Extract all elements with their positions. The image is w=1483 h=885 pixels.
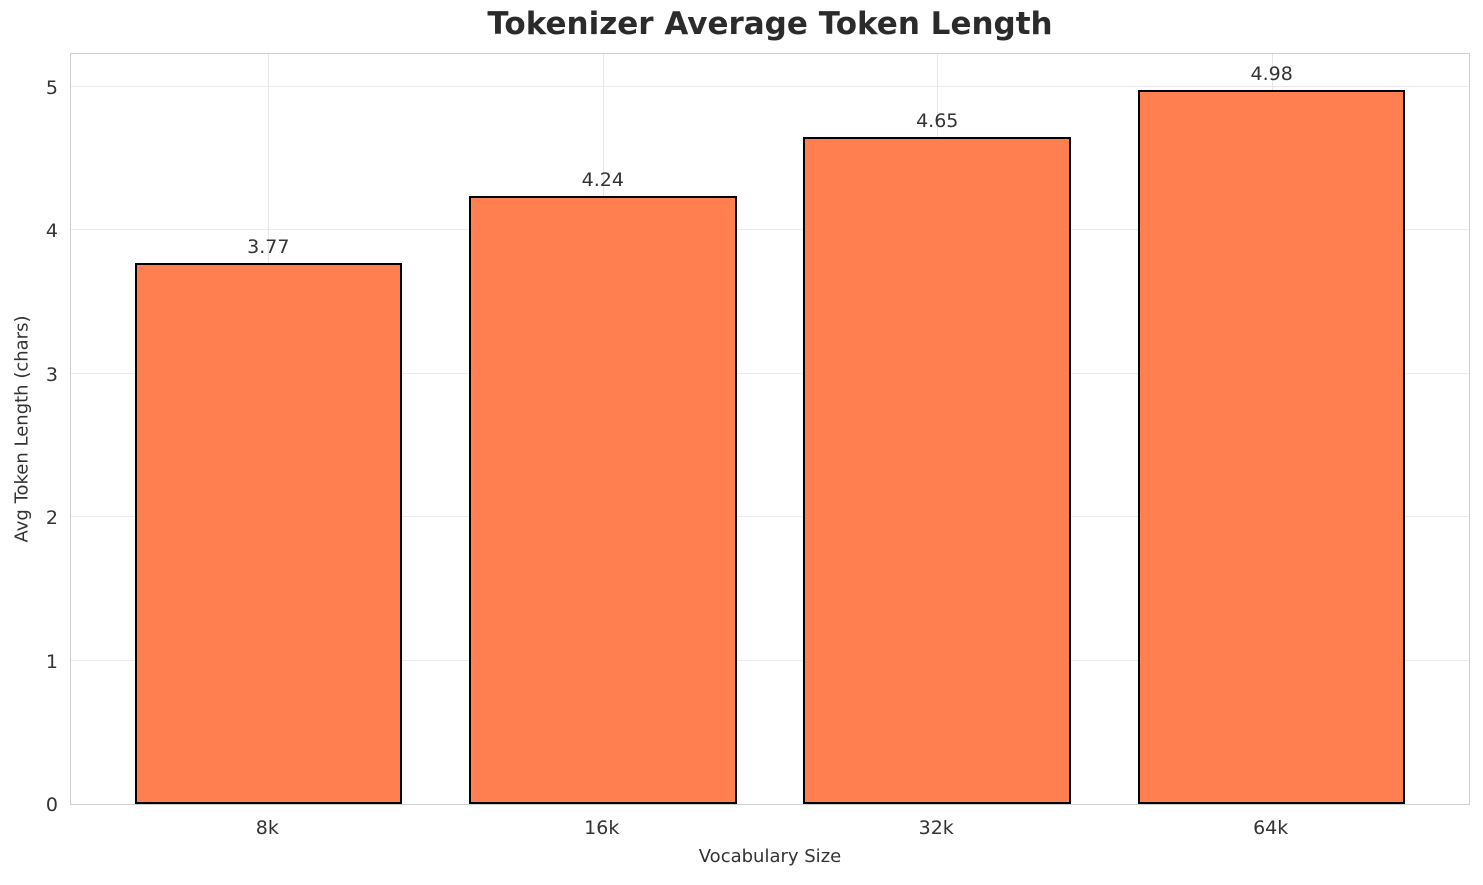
x-tick-label-8k: 8k	[255, 817, 279, 839]
y-tick-label-0: 0	[45, 794, 58, 816]
chart-title: Tokenizer Average Token Length	[487, 6, 1053, 42]
gridline-horizontal-2	[71, 516, 1469, 518]
x-tick-label-64k: 64k	[1253, 817, 1289, 839]
bar-value-label-64k: 4.98	[1250, 62, 1293, 85]
x-tick-label-32k: 32k	[918, 817, 954, 839]
bar-16k	[468, 195, 737, 804]
x-tick-label-16k: 16k	[584, 817, 620, 839]
x-axis-label: Vocabulary Size	[698, 846, 842, 867]
y-tick-label-5: 5	[45, 76, 58, 99]
gridline-horizontal-1	[71, 659, 1469, 661]
y-tick-label-4: 4	[45, 220, 58, 243]
bar-value-label-32k: 4.65	[916, 110, 959, 133]
bar-value-label-16k: 4.24	[581, 168, 624, 191]
y-tick-label-1: 1	[45, 650, 58, 673]
plot-area: 3.77 4.24 4.65 4.98	[70, 53, 1470, 805]
gridline-horizontal-5	[71, 85, 1469, 87]
y-tick-label-3: 3	[45, 363, 58, 386]
gridline-horizontal-4	[71, 229, 1469, 231]
bar-value-label-8k: 3.77	[247, 236, 290, 259]
bar-8k	[134, 263, 403, 804]
gridline-horizontal-3	[71, 372, 1469, 374]
bar-32k	[803, 137, 1071, 804]
bar-64k	[1137, 89, 1406, 804]
y-tick-label-2: 2	[45, 507, 58, 530]
